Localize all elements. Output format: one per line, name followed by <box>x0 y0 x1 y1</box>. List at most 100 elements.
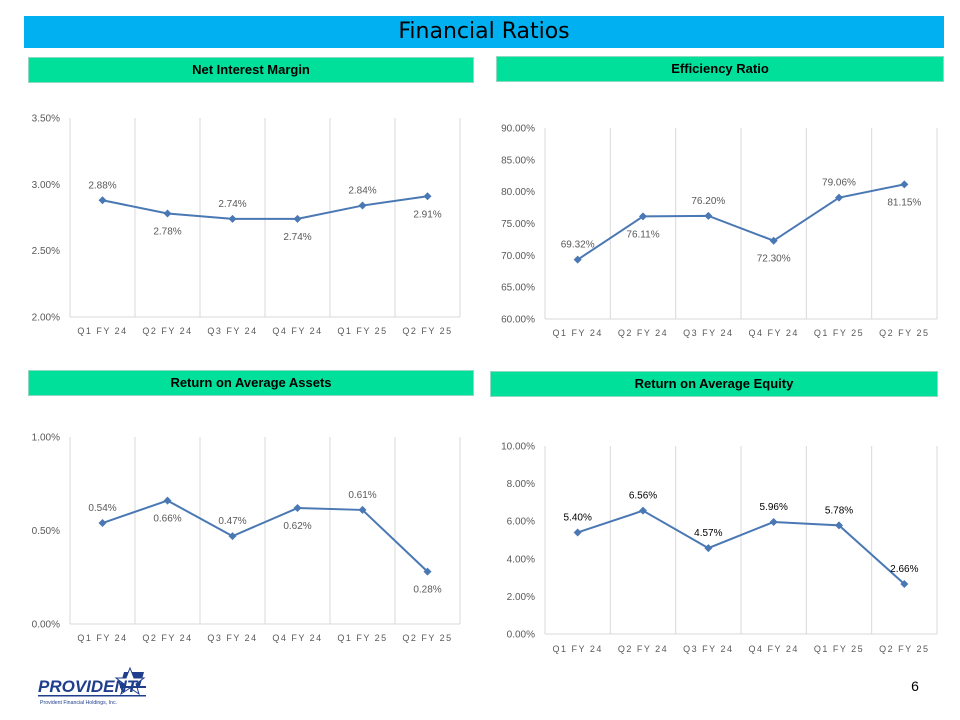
data-point <box>163 496 172 505</box>
data-label: 76.20% <box>691 196 725 207</box>
data-label: 0.62% <box>283 521 311 532</box>
data-label: 2.88% <box>88 180 116 191</box>
x-tick-label: Q1 FY 24 <box>77 326 127 336</box>
data-label: 76.11% <box>626 229 659 240</box>
x-tick-label: Q4 FY 24 <box>748 328 798 338</box>
data-point <box>358 201 367 210</box>
y-tick-label: 0.50% <box>32 526 60 537</box>
x-tick-label: Q2 FY 25 <box>402 326 452 336</box>
data-point <box>163 209 172 218</box>
series-line <box>577 509 906 585</box>
data-point <box>228 214 237 223</box>
x-tick-label: Q2 FY 24 <box>618 644 668 654</box>
y-tick-label: 3.50% <box>32 114 60 125</box>
x-tick-label: Q2 FY 24 <box>142 326 192 336</box>
data-label: 72.30% <box>757 254 791 265</box>
data-label: 69.32% <box>561 240 595 251</box>
data-point <box>573 255 582 264</box>
provident-logo: PROVIDENT Provident Financial Holdings, … <box>38 666 146 706</box>
y-tick-label: 3.00% <box>32 180 60 191</box>
y-tick-label: 65.00% <box>501 283 535 294</box>
y-tick-label: 80.00% <box>501 187 535 198</box>
chart-title-return-on-average-assets: Return on Average Assets <box>28 370 474 396</box>
y-tick-label: 8.00% <box>507 479 535 490</box>
x-tick-label: Q1 FY 24 <box>77 633 127 643</box>
data-point <box>769 517 778 526</box>
chart-title-net-interest-margin: Net Interest Margin <box>28 57 474 83</box>
data-label: 2.74% <box>283 232 311 243</box>
data-point <box>835 193 843 202</box>
y-tick-label: 85.00% <box>501 155 535 166</box>
y-tick-label: 2.50% <box>32 246 60 257</box>
data-point <box>573 528 582 537</box>
x-tick-label: Q2 FY 24 <box>618 328 668 338</box>
y-tick-label: 60.00% <box>501 315 535 326</box>
data-point <box>900 180 909 189</box>
series-line <box>577 183 905 261</box>
x-tick-label: Q3 FY 24 <box>683 644 733 654</box>
data-point <box>358 505 367 514</box>
data-label: 4.57% <box>694 528 722 539</box>
x-tick-label: Q2 FY 25 <box>879 328 929 338</box>
page-number: 6 <box>911 678 919 694</box>
x-tick-label: Q1 FY 25 <box>814 328 864 338</box>
data-point <box>704 544 713 553</box>
y-tick-label: 1.00% <box>32 433 60 444</box>
data-label: 0.66% <box>153 514 181 525</box>
y-tick-label: 10.00% <box>501 442 535 453</box>
data-label: 2.74% <box>218 199 246 210</box>
x-tick-label: Q1 FY 25 <box>337 326 387 336</box>
data-point <box>835 521 843 530</box>
data-label: 2.91% <box>413 209 441 220</box>
chart-efficiency-ratio: 60.00% 65.00% 70.00% 75.00% 80.00% 85.00% 90.0… <box>501 124 938 338</box>
x-tick-label: Q2 FY 25 <box>879 644 929 654</box>
data-label: 2.84% <box>348 186 376 197</box>
chart-return-on-average-assets: 0.00% 0.50% 1.00% Q1 FY 24 Q2 FY 24 Q3 FY 24 Q… <box>32 433 461 643</box>
y-tick-label: 0.00% <box>32 620 60 631</box>
chart-title-return-on-average-equity: Return on Average Equity <box>490 371 938 397</box>
data-label: 81.15% <box>887 197 921 208</box>
x-tick-label: Q1 FY 25 <box>814 644 864 654</box>
logo-wordmark: PROVIDENT <box>38 677 139 696</box>
data-point <box>293 214 302 223</box>
x-tick-label: Q1 FY 24 <box>552 328 602 338</box>
series-line <box>102 499 429 573</box>
y-tick-label: 90.00% <box>501 124 535 135</box>
data-label: 5.96% <box>759 502 787 513</box>
data-point <box>900 579 909 588</box>
x-tick-label: Q2 FY 24 <box>142 633 192 643</box>
y-tick-label: 0.00% <box>507 630 535 641</box>
chart-return-on-average-equity: 0.00% 2.00% 4.00% 6.00% 8.00% 10.00% Q1 FY 24 Q… <box>501 442 938 654</box>
chart-title-efficiency-ratio: Efficiency Ratio <box>496 56 944 82</box>
data-label: 5.78% <box>825 505 853 516</box>
y-tick-label: 75.00% <box>501 219 535 230</box>
y-tick-label: 6.00% <box>507 517 535 528</box>
series-line <box>102 195 428 220</box>
data-label: 0.28% <box>413 585 441 596</box>
data-label: 79.06% <box>822 178 856 189</box>
logo-tagline: Provident Financial Holdings, Inc. <box>40 700 117 706</box>
logo-star-icon <box>114 666 146 696</box>
data-point <box>704 211 713 220</box>
data-label: 6.56% <box>629 491 657 502</box>
x-tick-label: Q4 FY 24 <box>748 644 798 654</box>
data-point <box>769 236 778 245</box>
y-tick-label: 4.00% <box>507 554 535 565</box>
y-tick-label: 2.00% <box>32 313 60 324</box>
data-label: 0.61% <box>348 490 376 501</box>
data-point <box>639 506 647 515</box>
x-tick-label: Q3 FY 24 <box>683 328 733 338</box>
data-label: 5.40% <box>563 512 591 523</box>
data-point <box>98 196 107 205</box>
data-point <box>639 212 647 221</box>
data-label: 0.47% <box>218 516 246 527</box>
data-point <box>293 504 302 513</box>
data-point <box>423 192 432 201</box>
x-tick-label: Q1 FY 25 <box>337 633 387 643</box>
data-label: 2.78% <box>153 227 181 238</box>
y-tick-label: 2.00% <box>507 592 535 603</box>
data-label: 2.66% <box>890 564 918 575</box>
data-point <box>98 519 107 528</box>
x-tick-label: Q4 FY 24 <box>272 326 322 336</box>
data-label: 0.54% <box>88 503 116 514</box>
